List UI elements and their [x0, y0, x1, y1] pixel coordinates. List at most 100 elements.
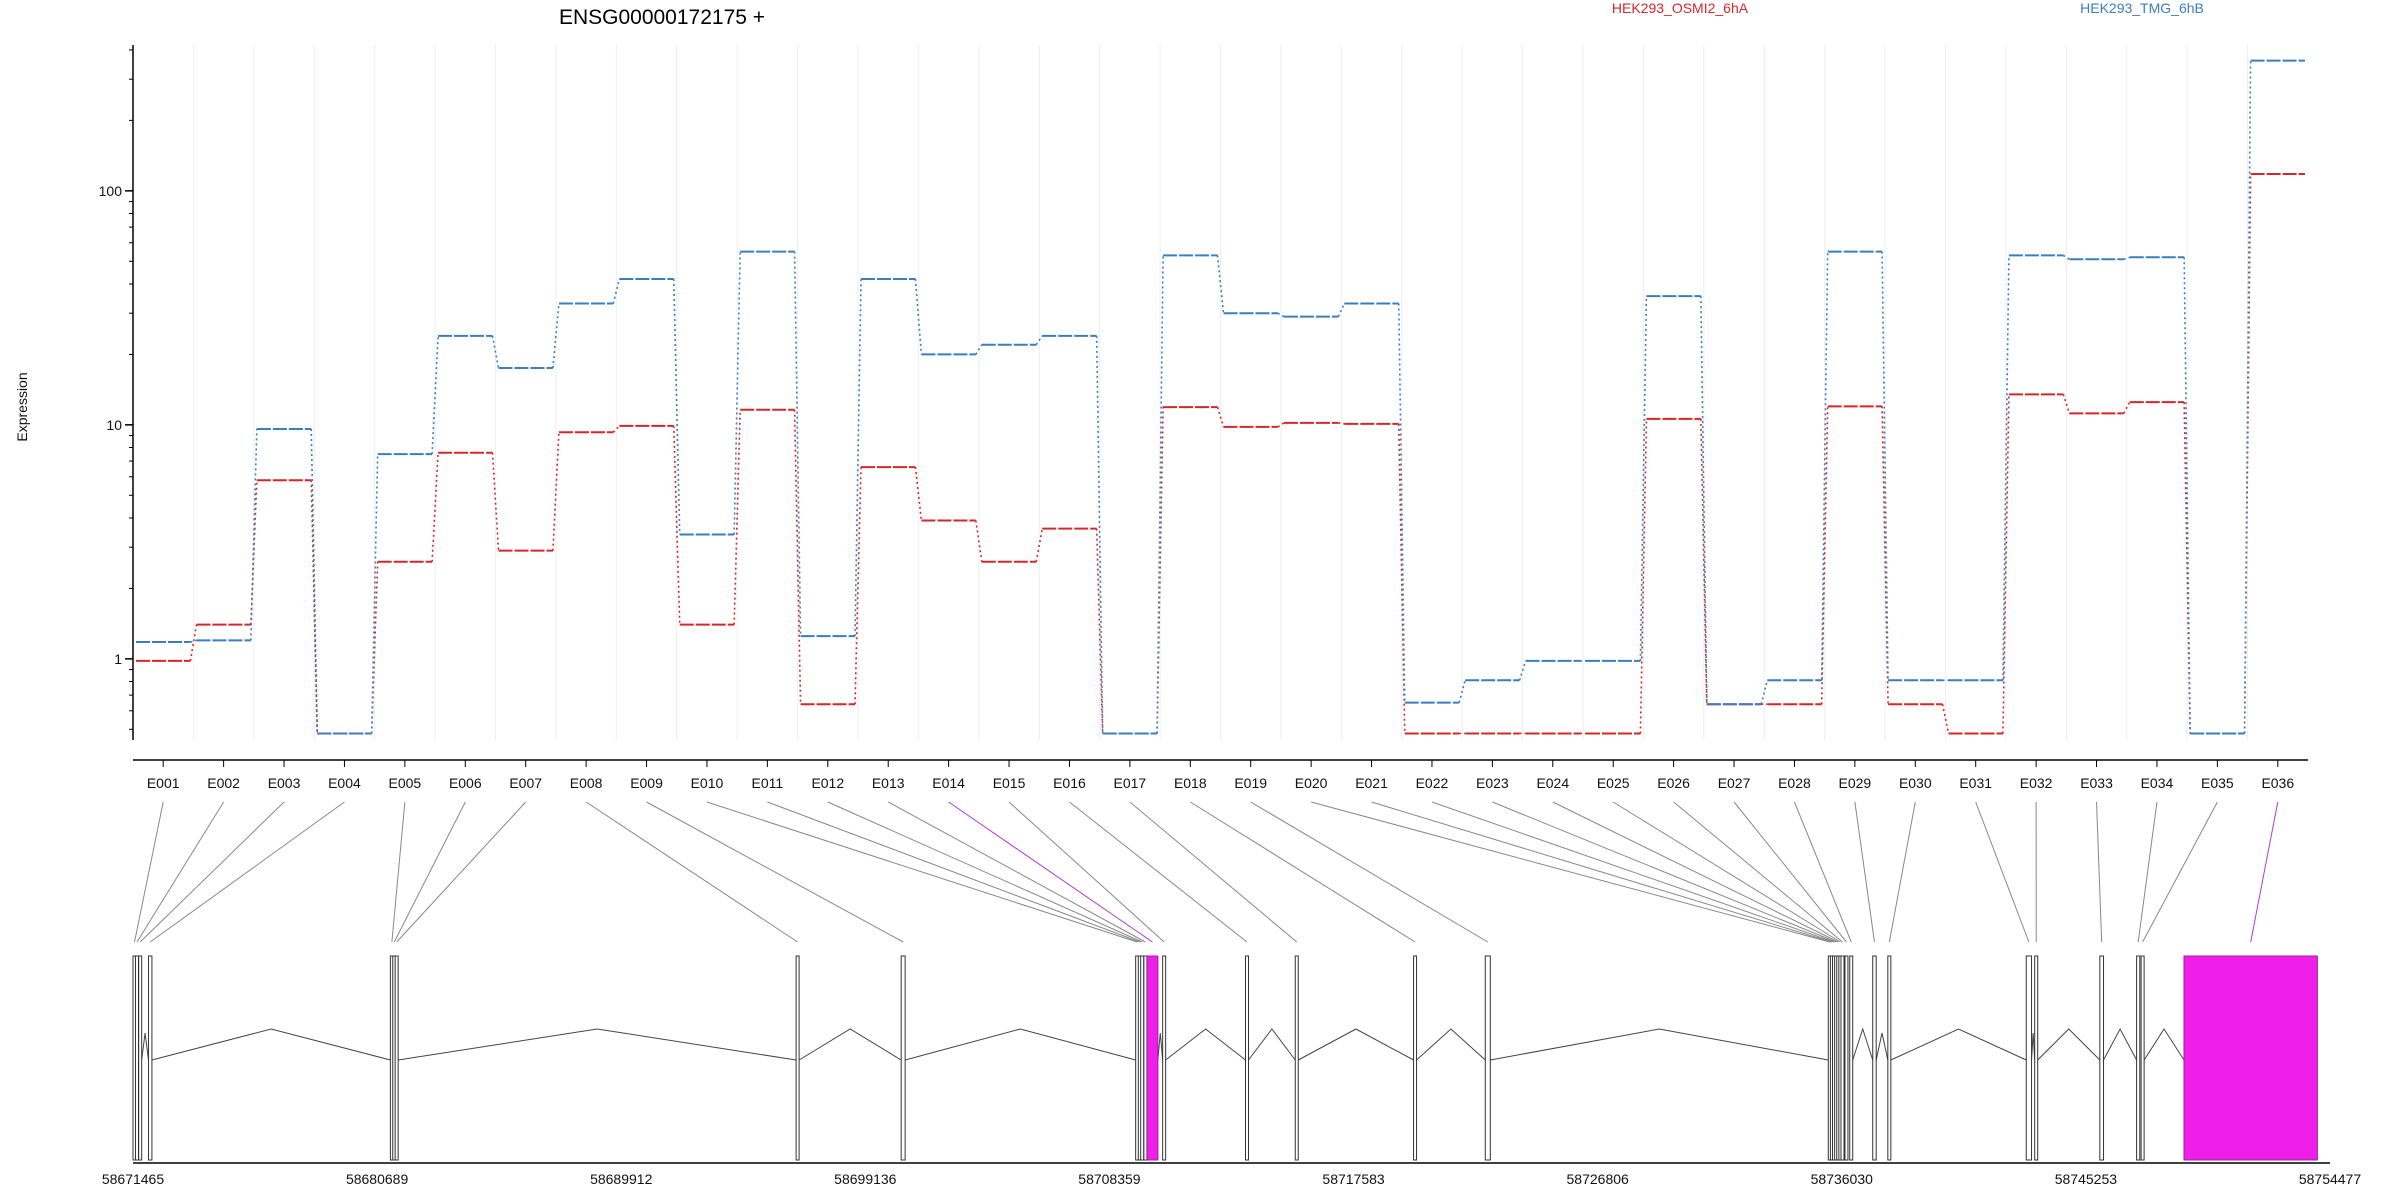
- x-tick-label: E034: [2141, 775, 2174, 791]
- series-connector: [2243, 174, 2252, 734]
- intron-line: [2031, 1032, 2036, 1061]
- exon-box: [1162, 955, 1167, 1161]
- exon-box: [2099, 955, 2105, 1161]
- exon-box: [1294, 955, 1299, 1161]
- exon-box: [1840, 955, 1845, 1161]
- x-tick-label: E028: [1778, 775, 1811, 791]
- genomic-tick-label: 58708359: [1078, 1171, 1141, 1187]
- series-connector: [189, 624, 198, 662]
- exon-box: [900, 955, 906, 1161]
- x-tick-label: E032: [2020, 775, 2053, 791]
- exon-connector: [1612, 801, 1841, 943]
- intron-line: [2037, 1028, 2101, 1061]
- y-tick-label: 10: [106, 417, 122, 433]
- intron-line: [151, 1028, 391, 1061]
- x-tick-label: E022: [1416, 775, 1449, 791]
- chart-title: ENSG00000172175 +: [559, 6, 765, 29]
- exon-box: [1413, 955, 1418, 1161]
- intron-line: [1248, 1028, 1296, 1061]
- series-connector: [310, 428, 319, 734]
- grid-layer: [192, 45, 2249, 740]
- legend-series-tmg: HEK293_TMG_6hB: [2080, 0, 2204, 16]
- series-tmg: [136, 59, 2305, 735]
- series-connector: [1760, 680, 1769, 705]
- exon-connector: [391, 801, 406, 943]
- gene-model: 58671465 58680689 58689912 58699136 58708359…: [102, 955, 2362, 1187]
- x-tick-label: E021: [1355, 775, 1388, 791]
- series-connector: [1095, 335, 1104, 734]
- exon-connector: [767, 801, 1140, 943]
- intron-line: [398, 1028, 797, 1061]
- series-connector: [310, 480, 319, 734]
- series-connector: [1639, 296, 1648, 661]
- exon-box: [138, 955, 143, 1161]
- x-tick-label: E023: [1476, 775, 1509, 791]
- intron-line: [1165, 1028, 1246, 1061]
- exon-connector: [1129, 801, 1298, 943]
- series-connector: [1216, 406, 1225, 428]
- intron-line: [1298, 1028, 1414, 1061]
- exon-connector: [396, 801, 527, 943]
- series-connector: [914, 466, 923, 521]
- series-connector: [491, 335, 500, 369]
- x-tick-label: E007: [509, 775, 542, 791]
- exon-connector: [2096, 801, 2103, 943]
- series-connector: [491, 452, 500, 551]
- exon-connector: [1310, 801, 1830, 943]
- intron-line: [1416, 1028, 1486, 1061]
- series-connector: [370, 454, 379, 734]
- genomic-tick-label: 58745253: [2055, 1171, 2118, 1187]
- series-connector: [612, 278, 621, 304]
- series-connector: [793, 409, 802, 705]
- exon-connector: [134, 801, 164, 943]
- series-connector: [2243, 60, 2252, 734]
- series-connector: [1277, 312, 1285, 318]
- exon-box: [2183, 955, 2318, 1161]
- x-tick-label: E006: [449, 775, 482, 791]
- series-connector: [793, 251, 802, 637]
- exon-connector: [149, 801, 345, 943]
- genomic-tick-label: 58754477: [2299, 1171, 2362, 1187]
- x-tick-label: E025: [1597, 775, 1630, 791]
- intron-line: [1890, 1028, 2027, 1061]
- x-tick-label: E012: [811, 775, 844, 791]
- x-tick-label: E029: [1839, 775, 1872, 791]
- exon-connector: [1069, 801, 1248, 943]
- exon-connector: [1793, 801, 1852, 943]
- series-connector: [2123, 401, 2131, 414]
- exon-box: [394, 955, 399, 1161]
- series-connector: [2002, 394, 2010, 734]
- series-connector: [250, 428, 258, 641]
- x-tick-label: E013: [872, 775, 905, 791]
- exon-connector: [1492, 801, 1837, 943]
- series-connector: [612, 425, 620, 433]
- x-tick-label: E018: [1174, 775, 1207, 791]
- series-connector: [431, 452, 439, 562]
- series-connector: [190, 639, 197, 643]
- series-connector: [552, 303, 560, 369]
- exon-box: [2140, 955, 2145, 1161]
- series-connector: [1095, 528, 1104, 734]
- series-connector: [1035, 528, 1044, 562]
- exon-box: [1245, 955, 1250, 1161]
- genomic-tick-label: 58680689: [346, 1171, 409, 1187]
- exon-connector: [139, 801, 285, 943]
- series-connector: [370, 561, 379, 734]
- series-connector: [733, 409, 741, 625]
- exon-connector: [646, 801, 904, 943]
- exon-connector: [2250, 801, 2279, 943]
- genomic-tick-label: 58671465: [102, 1171, 165, 1187]
- exon-connector: [1975, 801, 2030, 943]
- exon-connector: [136, 801, 225, 943]
- exon-box: [135, 955, 140, 1161]
- exon-connector: [1552, 801, 1839, 943]
- series-connector: [2062, 394, 2071, 414]
- exon-box: [2034, 955, 2039, 1161]
- exon-box: [1484, 955, 1491, 1161]
- exon-box: [2136, 955, 2141, 1161]
- exon-box: [795, 955, 800, 1161]
- x-tick-label: E008: [570, 775, 603, 791]
- exon-connector: [827, 801, 1143, 943]
- x-tick-label: E015: [993, 775, 1026, 791]
